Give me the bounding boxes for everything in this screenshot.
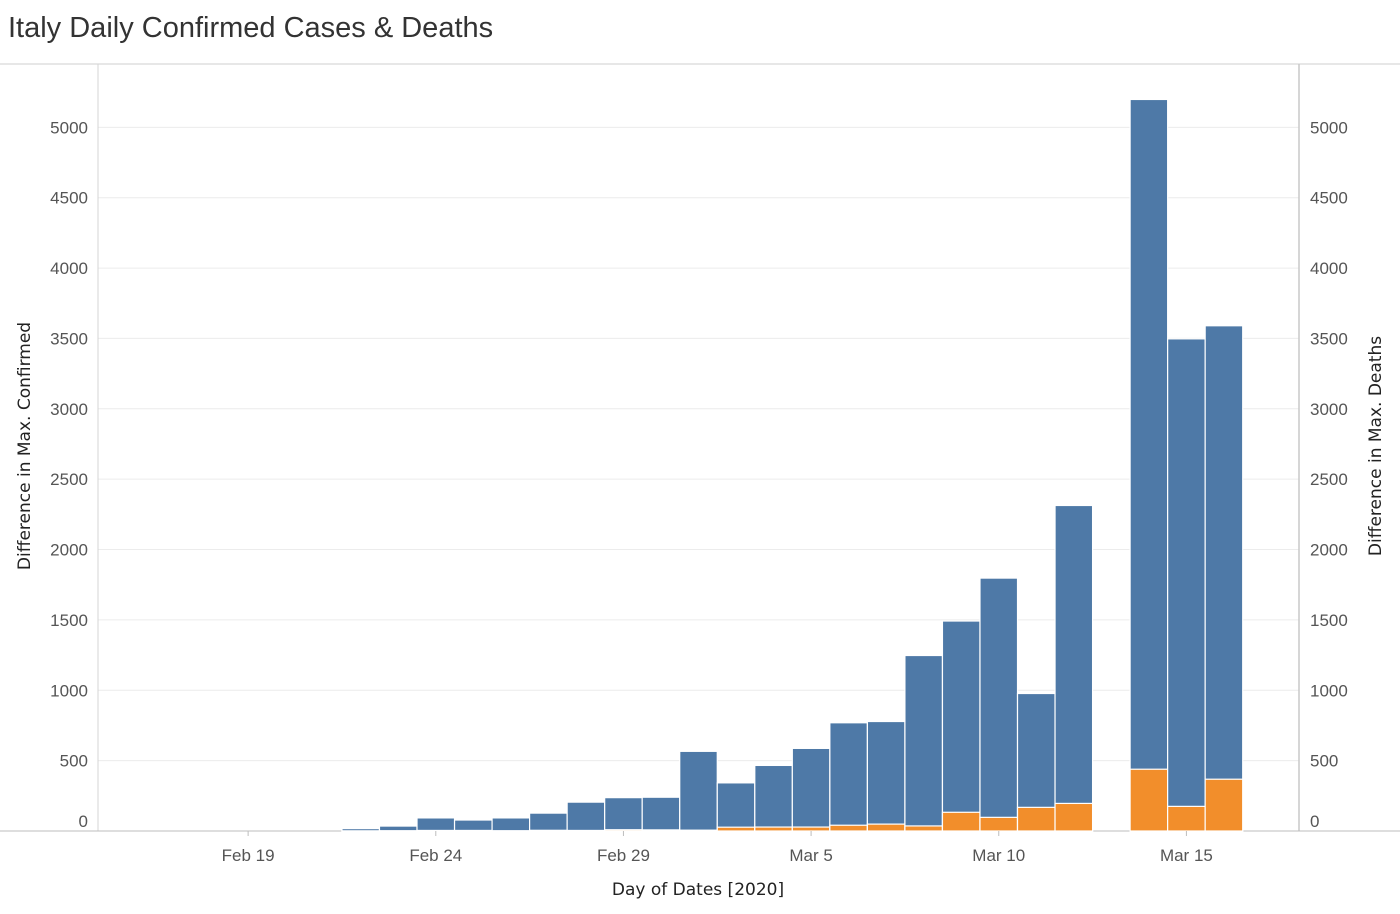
y-tick-right: 2000 xyxy=(1310,541,1348,560)
bar-confirmed xyxy=(604,797,643,832)
y-tick-right: 4000 xyxy=(1310,259,1348,278)
bar-deaths xyxy=(1167,805,1206,832)
bar-deaths xyxy=(979,816,1019,832)
bar-confirmed xyxy=(941,620,981,832)
y-tick-left: 2000 xyxy=(50,541,88,560)
bar-confirmed xyxy=(641,796,681,832)
bar-deaths xyxy=(453,829,493,832)
y-tick-left: 5000 xyxy=(50,118,88,137)
chart-title: Italy Daily Confirmed Cases & Deaths xyxy=(8,12,494,44)
bar-deaths xyxy=(1129,768,1169,832)
bar-confirmed xyxy=(866,720,906,832)
bar-deaths xyxy=(1204,778,1244,832)
bar-deaths xyxy=(904,825,944,832)
y-axis-right-ticks: 0 500 1000 1500 2000 2500 3000 3500 4000 4500 5000 xyxy=(1310,118,1348,831)
bar-deaths xyxy=(941,811,981,832)
bar-confirmed xyxy=(529,812,568,832)
y-tick-right: 1500 xyxy=(1310,611,1348,630)
y-tick-right: 3500 xyxy=(1310,329,1348,348)
x-tick-label: Feb 29 xyxy=(597,846,650,865)
y-tick-left: 2500 xyxy=(50,470,88,489)
y-tick-right: 1000 xyxy=(1310,681,1348,700)
y-tick-right: 4500 xyxy=(1310,189,1348,208)
bar-confirmed xyxy=(566,801,606,832)
bar-deaths xyxy=(866,823,906,832)
y-tick-left: 3000 xyxy=(50,400,88,419)
bar-confirmed xyxy=(716,782,756,832)
y-tick-left: 4500 xyxy=(50,189,88,208)
bar-deaths xyxy=(566,829,606,832)
y-tick-right: 0 xyxy=(1310,812,1319,831)
gridlines xyxy=(98,126,1299,762)
y-tick-left: 1000 xyxy=(50,681,88,700)
x-tick-label: Mar 5 xyxy=(789,846,832,865)
bar-confirmed xyxy=(979,577,1019,832)
y-tick-left: 1500 xyxy=(50,611,88,630)
bar-confirmed xyxy=(1204,325,1244,832)
y-tick-left: 3500 xyxy=(50,329,88,348)
bar-deaths xyxy=(1016,806,1056,832)
bar-confirmed xyxy=(1167,338,1206,832)
bars xyxy=(341,98,1244,832)
y-tick-right: 3000 xyxy=(1310,400,1348,419)
y-tick-right: 500 xyxy=(1310,752,1338,771)
bar-deaths xyxy=(416,829,456,832)
bar-confirmed xyxy=(791,747,831,832)
y-tick-right: 2500 xyxy=(1310,470,1348,489)
y-tick-left: 4000 xyxy=(50,259,88,278)
bar-confirmed xyxy=(754,764,793,832)
bar-confirmed xyxy=(453,819,493,832)
y-tick-left: 500 xyxy=(60,752,88,771)
bar-confirmed xyxy=(1129,98,1169,832)
x-tick-label: Mar 15 xyxy=(1160,846,1213,865)
y-axis-left-ticks: 0 500 1000 1500 2000 2500 3000 3500 4000 4500 5000 xyxy=(50,118,88,831)
x-axis-label: Day of Dates [2020] xyxy=(612,880,784,900)
y-tick-left: 0 xyxy=(79,812,88,831)
x-tick-label: Feb 24 xyxy=(409,846,462,865)
x-tick-label: Feb 19 xyxy=(222,846,275,865)
y-tick-right: 5000 xyxy=(1310,118,1348,137)
bar-deaths xyxy=(529,829,568,832)
bar-confirmed xyxy=(416,817,456,832)
x-tick-label: Mar 10 xyxy=(972,846,1025,865)
bar-deaths xyxy=(1054,802,1094,832)
bar-deaths xyxy=(716,826,756,832)
bar-confirmed xyxy=(904,654,944,832)
y-axis-right-label: Difference in Max. Deaths xyxy=(1366,336,1386,556)
y-axis-left-label: Difference in Max. Confirmed xyxy=(15,322,35,570)
bar-deaths xyxy=(679,829,718,832)
bar-confirmed xyxy=(679,750,718,832)
bar-deaths xyxy=(754,826,793,832)
bar-confirmed xyxy=(1054,504,1094,832)
bar-confirmed xyxy=(829,722,868,832)
bar-deaths xyxy=(791,826,831,832)
bar-deaths xyxy=(604,829,643,832)
bar-deaths xyxy=(829,824,868,832)
x-axis-ticks: Feb 19 Feb 24 Feb 29 Mar 5 Mar 10 Mar 15 xyxy=(222,831,1213,865)
bar-deaths xyxy=(641,829,681,832)
bar-confirmed xyxy=(491,817,531,832)
